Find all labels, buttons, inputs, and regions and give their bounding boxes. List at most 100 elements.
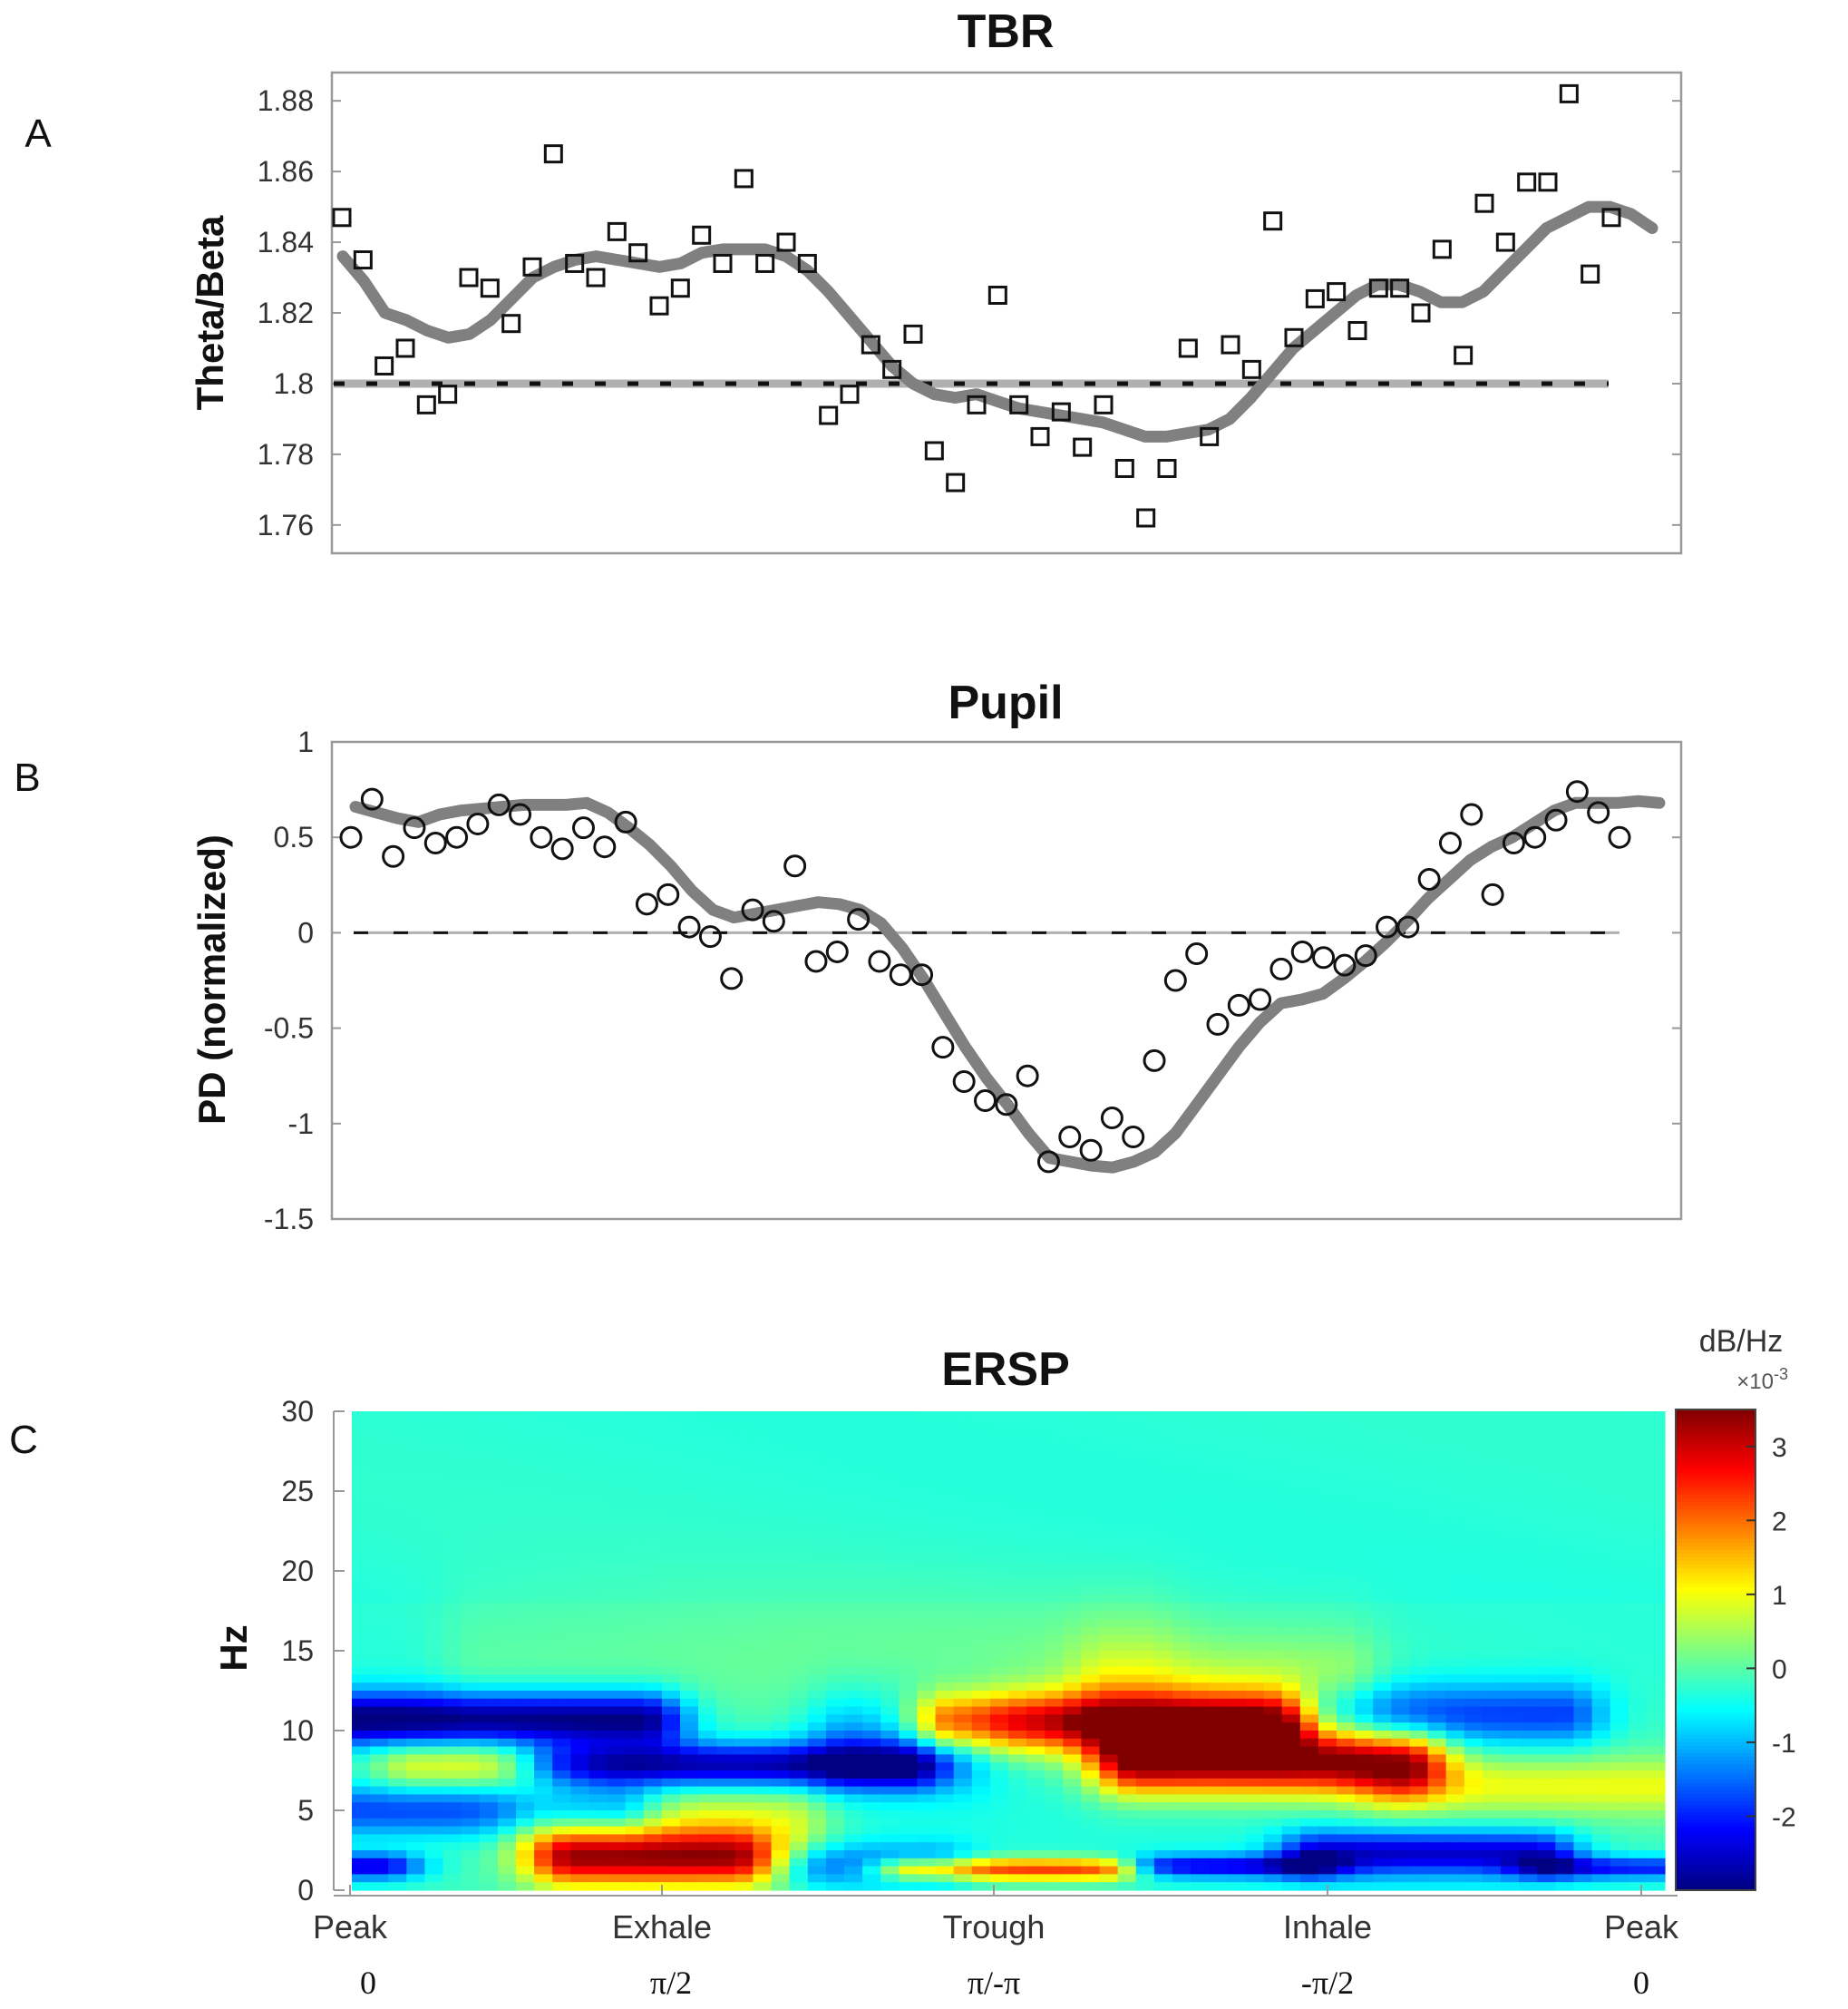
heatmap-cell (1409, 1658, 1429, 1668)
heatmap-cell (534, 1563, 553, 1572)
heatmap-cell (588, 1626, 608, 1635)
heatmap-cell (625, 1818, 645, 1828)
data-point (804, 950, 828, 973)
heatmap-cell (1191, 1586, 1210, 1595)
heatmap-cell (1099, 1443, 1119, 1452)
heatmap-cell (771, 1866, 791, 1875)
heatmap-cell (1373, 1834, 1392, 1843)
heatmap-cell (1026, 1674, 1046, 1683)
heatmap-cell (1299, 1618, 1319, 1628)
heatmap-cell (1355, 1850, 1374, 1859)
heatmap-cell (1355, 1483, 1374, 1492)
heatmap-cell (971, 1643, 991, 1652)
colorbar-segment (1676, 1679, 1756, 1684)
data-point (1221, 335, 1240, 355)
heatmap-cell (1573, 1722, 1593, 1731)
heatmap-cell (1646, 1618, 1666, 1628)
heatmap-cell (370, 1770, 389, 1780)
heatmap-cell (1409, 1643, 1429, 1652)
heatmap-cell (789, 1467, 809, 1476)
heatmap-cell (1427, 1555, 1447, 1564)
heatmap-cell (989, 1858, 1009, 1868)
heatmap-cell (935, 1515, 955, 1524)
heatmap-cell (753, 1458, 773, 1468)
heatmap-cell (716, 1770, 735, 1780)
heatmap-cell (971, 1818, 991, 1828)
heatmap-cell (862, 1714, 881, 1723)
data-point (1058, 1126, 1082, 1149)
heatmap-cell (698, 1802, 717, 1811)
heatmap-cell (1464, 1626, 1483, 1635)
heatmap-cell (953, 1770, 973, 1780)
heatmap-cell (516, 1706, 535, 1715)
heatmap-cell (1427, 1475, 1447, 1484)
heatmap-cell (1191, 1443, 1210, 1452)
heatmap-cell (1281, 1794, 1301, 1803)
heatmap-cell (1555, 1818, 1575, 1828)
heatmap-cell (643, 1507, 663, 1516)
heatmap-cell (917, 1634, 937, 1643)
heatmap-cell (1026, 1866, 1046, 1875)
heatmap-cell (680, 1834, 699, 1843)
heatmap-cell (497, 1555, 517, 1564)
heatmap-cell (771, 1698, 791, 1708)
heatmap-cell (1263, 1523, 1283, 1532)
heatmap-cell (388, 1467, 407, 1476)
heatmap-cell (534, 1850, 553, 1859)
heatmap-cell (1081, 1778, 1101, 1788)
heatmap-cell (771, 1458, 791, 1468)
heatmap-cell (1135, 1451, 1155, 1460)
heatmap-cell (1227, 1515, 1247, 1524)
heatmap-cell (1153, 1882, 1173, 1891)
heatmap-cell (899, 1770, 919, 1780)
heatmap-cell (424, 1706, 444, 1715)
heatmap-cell (516, 1754, 535, 1763)
heatmap-cell (953, 1658, 973, 1668)
heatmap-cell (789, 1850, 809, 1859)
y-tick-label: 1.8 (274, 367, 314, 400)
heatmap-cell (1628, 1411, 1648, 1420)
heatmap-cell (497, 1546, 517, 1556)
heatmap-cell (917, 1714, 937, 1723)
heatmap-cell (1337, 1754, 1356, 1763)
heatmap-cell (734, 1682, 754, 1692)
heatmap-cell (625, 1858, 645, 1868)
heatmap-cell (1172, 1643, 1191, 1652)
heatmap-cell (680, 1810, 699, 1819)
heatmap-cell (1591, 1794, 1611, 1803)
heatmap-cell (1172, 1475, 1191, 1484)
heatmap-cell (1099, 1458, 1119, 1468)
heatmap-cell (789, 1866, 809, 1875)
heatmap-cell (1519, 1571, 1538, 1580)
heatmap-cell (516, 1483, 535, 1492)
heatmap-cell (1445, 1498, 1465, 1508)
heatmap-cell (862, 1674, 881, 1683)
heatmap-cell (1318, 1531, 1337, 1540)
colorbar-tick-label: 3 (1772, 1433, 1787, 1463)
heatmap-cell (406, 1850, 426, 1859)
heatmap-cell (1063, 1427, 1083, 1436)
heatmap-cell (1373, 1515, 1392, 1524)
heatmap-cell (516, 1531, 535, 1540)
heatmap-cell (1153, 1850, 1173, 1859)
data-point (1157, 458, 1177, 478)
heatmap-cell (1299, 1586, 1319, 1595)
panel-b-y-axis-label: PD (normalized) (190, 834, 233, 1125)
heatmap-cell (1610, 1738, 1629, 1748)
heatmap-cell (1281, 1571, 1301, 1580)
heatmap-cell (1117, 1458, 1137, 1468)
heatmap-cell (1209, 1538, 1228, 1548)
heatmap-cell (862, 1531, 881, 1540)
heatmap-cell (625, 1618, 645, 1628)
heatmap-cell (1519, 1578, 1538, 1588)
heatmap-cell (1646, 1698, 1666, 1708)
heatmap-cell (1427, 1411, 1447, 1420)
heatmap-cell (461, 1626, 481, 1635)
heatmap-cell (1099, 1778, 1119, 1788)
heatmap-cell (1227, 1698, 1247, 1708)
heatmap-cell (844, 1698, 863, 1708)
heatmap-cell (643, 1571, 663, 1580)
heatmap-cell (1026, 1770, 1046, 1780)
data-point (952, 1070, 976, 1094)
heatmap-cell (1427, 1810, 1447, 1819)
